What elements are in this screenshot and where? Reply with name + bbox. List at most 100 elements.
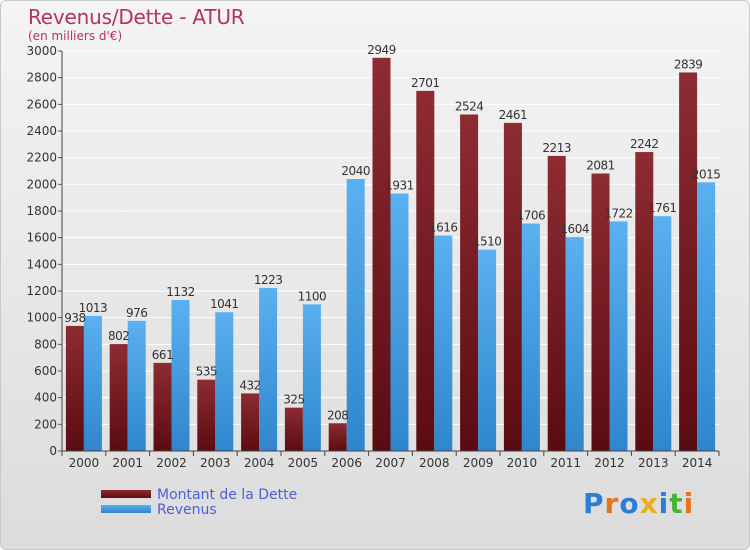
data-label-revenus: 1722: [604, 206, 633, 220]
logo-letter: r: [604, 487, 620, 520]
data-label-dette: 661: [152, 348, 173, 362]
logo-letter: P: [583, 487, 605, 520]
bar-dette-2005: [284, 407, 303, 451]
y-tick-label: 600: [34, 364, 57, 378]
x-tick-label: 2006: [331, 456, 362, 470]
x-tick-label: 2003: [200, 456, 231, 470]
bar-dette-2000: [65, 325, 84, 451]
data-label-revenus: 1100: [298, 289, 327, 303]
y-tick-label: 2200: [26, 151, 57, 165]
x-tick-label: 2013: [638, 456, 669, 470]
bar-revenus-2009: [478, 249, 497, 451]
data-label-dette: 2524: [455, 99, 484, 113]
data-label-dette: 2701: [411, 76, 440, 90]
y-tick-label: 1800: [26, 204, 57, 218]
bar-revenus-2013: [653, 216, 672, 451]
logo-letter: t: [669, 487, 684, 520]
logo-letter: x: [639, 487, 659, 520]
bar-revenus-2011: [565, 237, 584, 451]
data-label-dette: 2949: [367, 43, 396, 57]
data-label-revenus: 1013: [79, 301, 108, 315]
bar-dette-2014: [679, 72, 698, 451]
logo-letter: i: [658, 487, 670, 520]
bar-revenus-2001: [127, 320, 146, 451]
data-label-revenus: 2015: [692, 167, 721, 181]
bar-dette-2004: [241, 393, 260, 451]
legend-label-revenus: Revenus: [157, 502, 217, 518]
data-label-revenus: 1616: [429, 221, 458, 235]
y-tick-label: 800: [34, 337, 57, 351]
x-tick-label: 2004: [244, 456, 275, 470]
bar-revenus-2012: [609, 221, 628, 451]
y-tick-label: 2600: [26, 97, 57, 111]
proxiti-logo: Proxiti: [583, 487, 694, 520]
bar-dette-2010: [503, 122, 522, 451]
data-label-dette: 535: [196, 365, 217, 379]
bar-dette-2008: [416, 90, 435, 451]
y-tick-label: 3000: [26, 44, 57, 58]
data-label-dette: 938: [64, 311, 85, 325]
legend-swatch-dette: [101, 490, 151, 498]
bar-dette-2012: [591, 173, 610, 452]
legend-swatch-revenus: [101, 505, 151, 513]
x-tick-label: 2014: [682, 456, 713, 470]
y-tick-label: 400: [34, 391, 57, 405]
data-label-dette: 2213: [542, 141, 571, 155]
bar-dette-2011: [547, 155, 566, 451]
y-tick-label: 1200: [26, 284, 57, 298]
bar-revenus-2000: [83, 315, 102, 451]
data-label-revenus: 1223: [254, 273, 283, 287]
x-tick-label: 2002: [156, 456, 187, 470]
x-tick-label: 2007: [375, 456, 406, 470]
bar-dette-2001: [109, 344, 128, 451]
x-tick-label: 2010: [507, 456, 538, 470]
data-label-revenus: 1706: [517, 209, 546, 223]
data-label-dette: 2081: [586, 159, 615, 173]
x-tick-label: 2005: [288, 456, 319, 470]
data-label-dette: 2461: [499, 108, 528, 122]
data-label-dette: 2839: [674, 57, 703, 71]
chart-title: Revenus/Dette - ATUR: [28, 5, 245, 29]
bar-revenus-2005: [302, 304, 321, 451]
data-label-revenus: 1132: [166, 285, 195, 299]
data-label-revenus: 1041: [210, 297, 239, 311]
data-label-revenus: 1510: [473, 235, 502, 249]
bar-revenus-2008: [434, 235, 453, 451]
bar-revenus-2007: [390, 193, 409, 452]
bar-revenus-2006: [346, 179, 365, 451]
data-label-revenus: 2040: [341, 164, 370, 178]
y-tick-label: 2000: [26, 177, 57, 191]
x-tick-label: 2001: [112, 456, 143, 470]
bar-revenus-2014: [697, 182, 716, 452]
bar-dette-2007: [372, 57, 391, 452]
x-tick-label: 2009: [463, 456, 494, 470]
data-label-revenus: 1604: [560, 222, 589, 236]
x-tick-label: 2000: [69, 456, 100, 470]
legend-label-dette: Montant de la Dette: [157, 487, 298, 503]
y-tick-label: 1000: [26, 311, 57, 325]
data-label-dette: 325: [283, 393, 304, 407]
data-label-dette: 432: [239, 378, 260, 392]
data-label-dette: 208: [327, 408, 348, 422]
data-label-revenus: 976: [126, 306, 147, 320]
data-label-revenus: 1761: [648, 201, 677, 215]
y-tick-label: 0: [49, 444, 57, 458]
y-tick-label: 1600: [26, 231, 57, 245]
bar-revenus-2002: [171, 300, 190, 451]
logo-letter: i: [683, 487, 695, 520]
bar-dette-2006: [328, 423, 347, 451]
bar-dette-2002: [153, 362, 172, 451]
data-label-revenus: 1931: [385, 179, 414, 193]
data-label-dette: 2242: [630, 137, 659, 151]
y-tick-label: 1400: [26, 257, 57, 271]
y-tick-label: 200: [34, 417, 57, 431]
x-tick-label: 2011: [550, 456, 581, 470]
bar-revenus-2003: [215, 312, 234, 451]
x-tick-label: 2008: [419, 456, 450, 470]
bar-dette-2013: [635, 152, 654, 452]
data-label-dette: 802: [108, 329, 129, 343]
x-tick-label: 2012: [594, 456, 625, 470]
bar-dette-2009: [460, 114, 479, 451]
